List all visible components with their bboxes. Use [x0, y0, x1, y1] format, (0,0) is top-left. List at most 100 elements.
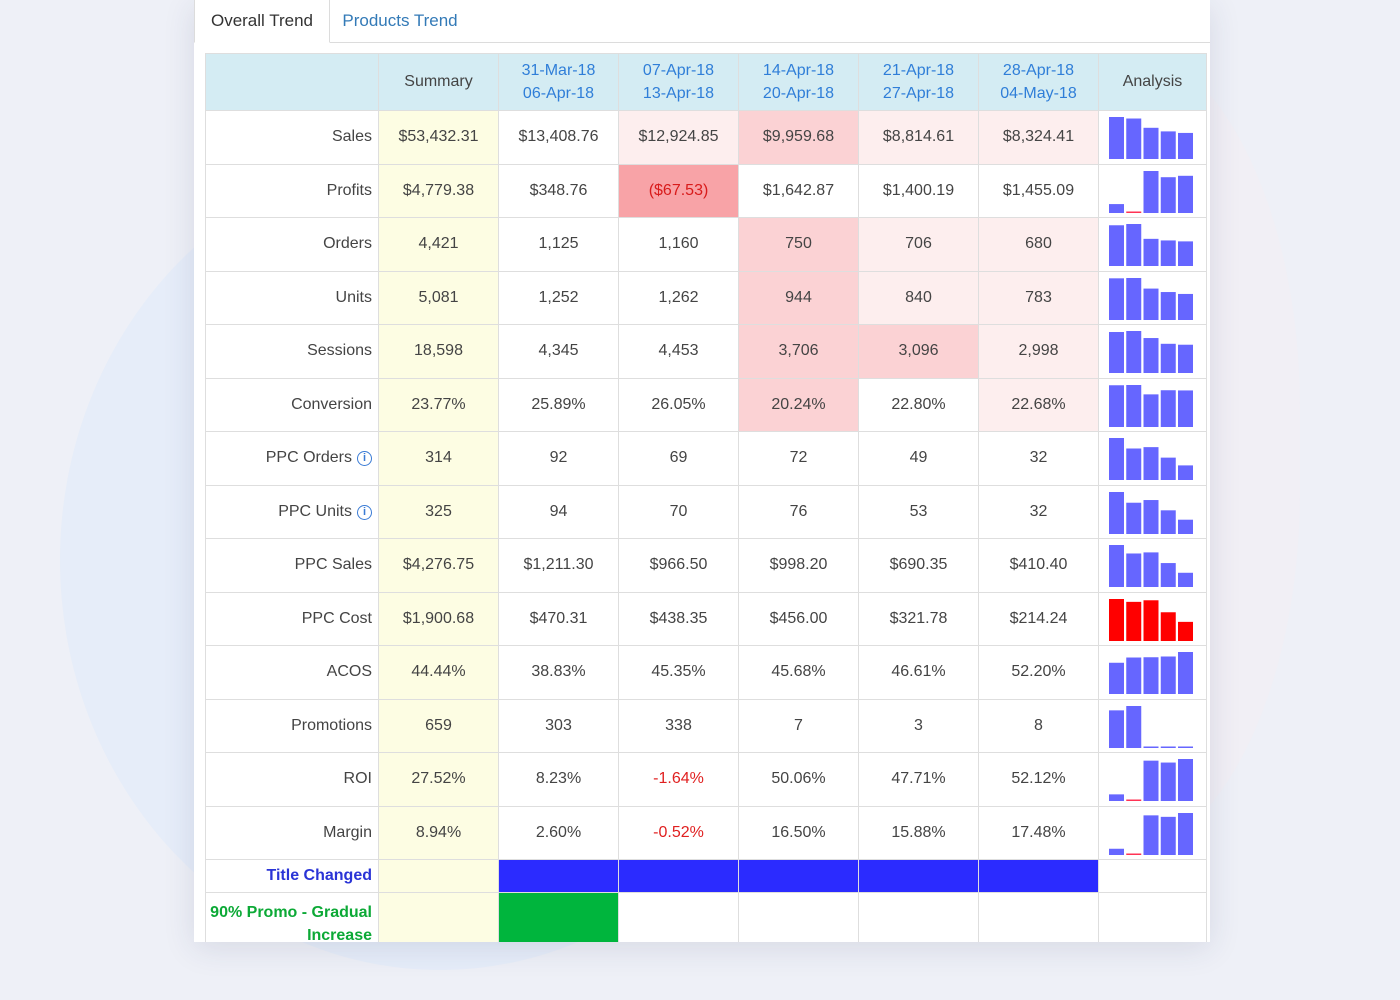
sparkline-chart: [1108, 170, 1193, 213]
value-cell: 1,160: [618, 217, 739, 272]
metric-name: PPC Units: [278, 502, 352, 520]
value-cell: 3,706: [738, 324, 859, 379]
sparkline-chart: [1108, 652, 1193, 695]
table-row: Profits $4,779.38 $348.76 ($67.53) $1,642.87…: [205, 163, 1207, 218]
event-marker-cell: [858, 859, 979, 893]
metric-label: Units: [205, 270, 379, 325]
event-marker-cell: [978, 859, 1099, 893]
analysis-cell: [1098, 163, 1207, 218]
value-cell: $9,959.68: [738, 110, 859, 165]
value-cell: 52.12%: [978, 752, 1099, 807]
event-label: 90% Promo - Gradual Increase: [205, 892, 379, 942]
sparkline-bar: [1177, 573, 1193, 588]
value-cell: 8.23%: [498, 752, 619, 807]
value-cell: $470.31: [498, 591, 619, 646]
metric-label: PPC Orders i: [205, 431, 379, 486]
value-cell: 76: [738, 484, 859, 539]
table-row: Conversion 23.77% 25.89% 26.05% 20.24% 22.80%…: [205, 377, 1207, 432]
analysis-cell: [1098, 645, 1207, 700]
sparkline-chart: [1108, 384, 1193, 427]
value-cell: 7: [738, 698, 859, 753]
tab-bar: Overall Trend Products Trend: [194, 0, 1210, 43]
value-cell: 2.60%: [498, 805, 619, 860]
value-cell: $690.35: [858, 538, 979, 593]
table-row: PPC Units i 325 94 70 76 53 32: [205, 484, 1207, 539]
metric-name: PPC Cost: [301, 609, 372, 627]
sparkline-bar: [1143, 815, 1158, 855]
value-cell: 16.50%: [738, 805, 859, 860]
sparkline-bar: [1160, 457, 1176, 481]
sparkline-bar: [1143, 288, 1158, 320]
week-start: 14-Apr-18: [762, 62, 835, 79]
sparkline-bar: [1177, 519, 1193, 534]
sparkline-bar: [1125, 331, 1141, 374]
summary-cell: 4,421: [378, 217, 499, 272]
metric-label: PPC Units i: [205, 484, 379, 539]
sparkline-bar: [1143, 239, 1158, 267]
table-row: ROI 27.52% 8.23% -1.64% 50.06% 47.71% 52.12%: [205, 752, 1207, 807]
value-cell: 25.89%: [498, 377, 619, 432]
header-week[interactable]: 31-Mar-18 06-Apr-18: [498, 53, 619, 111]
value-cell: 4,453: [618, 324, 739, 379]
value-cell: $321.78: [858, 591, 979, 646]
table-row: Orders 4,421 1,125 1,160 750 706 680: [205, 217, 1207, 272]
analysis-cell: [1098, 805, 1207, 860]
week-end: 27-Apr-18: [882, 85, 955, 102]
header-week[interactable]: 21-Apr-18 27-Apr-18: [858, 53, 979, 111]
metric-label: PPC Cost: [205, 591, 379, 646]
value-cell: 26.05%: [618, 377, 739, 432]
sparkline-bar: [1125, 601, 1141, 641]
value-cell: 750: [738, 217, 859, 272]
info-icon[interactable]: i: [357, 504, 372, 520]
event-row: Title Changed: [205, 859, 1207, 893]
event-marker-cell: [738, 859, 859, 893]
value-cell: $1,400.19: [858, 163, 979, 218]
summary-cell: [378, 859, 499, 893]
sparkline-bar: [1125, 799, 1141, 802]
summary-cell: 314: [378, 431, 499, 486]
trend-table: Summary 31-Mar-18 06-Apr-18 07-Apr-18 13-A…: [205, 53, 1207, 942]
sparkline-bar: [1143, 170, 1158, 213]
analysis-cell: [1098, 377, 1207, 432]
value-cell: 17.48%: [978, 805, 1099, 860]
value-cell: 72: [738, 431, 859, 486]
value-cell: 4,345: [498, 324, 619, 379]
metric-name: Sales: [331, 128, 372, 146]
sparkline-bar: [1143, 552, 1158, 588]
value-cell: $438.35: [618, 591, 739, 646]
metric-name: Sessions: [307, 342, 372, 360]
value-cell: 1,252: [498, 270, 619, 325]
sparkline-bar: [1160, 612, 1176, 641]
metric-label: ACOS: [205, 645, 379, 700]
sparkline-bar: [1108, 710, 1124, 748]
header-week[interactable]: 07-Apr-18 13-Apr-18: [618, 53, 739, 111]
value-cell: 50.06%: [738, 752, 859, 807]
value-cell: $13,408.76: [498, 110, 619, 165]
analysis-cell: [1098, 859, 1207, 893]
event-row: 90% Promo - Gradual Increase: [205, 892, 1207, 942]
table-row: Promotions 659 303 338 7 3 8: [205, 698, 1207, 753]
metric-name: Margin: [323, 823, 372, 841]
sparkline-bar: [1160, 746, 1176, 748]
info-icon[interactable]: i: [357, 451, 372, 467]
sparkline-bar: [1160, 563, 1176, 588]
sparkline-bar: [1125, 384, 1141, 427]
sparkline-bar: [1160, 344, 1176, 374]
value-cell: -1.64%: [618, 752, 739, 807]
sparkline-bar: [1108, 491, 1124, 534]
value-cell: 52.20%: [978, 645, 1099, 700]
value-cell: 2,998: [978, 324, 1099, 379]
sparkline-bar: [1125, 502, 1141, 534]
sparkline-bar: [1108, 848, 1124, 855]
tab-products-trend[interactable]: Products Trend: [342, 11, 458, 30]
value-cell: 783: [978, 270, 1099, 325]
header-week[interactable]: 14-Apr-18 20-Apr-18: [738, 53, 859, 111]
sparkline-bar: [1160, 816, 1176, 855]
sparkline-chart: [1108, 759, 1193, 802]
sparkline-bar: [1177, 344, 1193, 374]
sparkline-bar: [1125, 277, 1141, 320]
tab-overall-trend[interactable]: Overall Trend: [194, 0, 330, 43]
summary-cell: $4,779.38: [378, 163, 499, 218]
header-week[interactable]: 28-Apr-18 04-May-18: [978, 53, 1099, 111]
sparkline-bar: [1108, 598, 1124, 641]
